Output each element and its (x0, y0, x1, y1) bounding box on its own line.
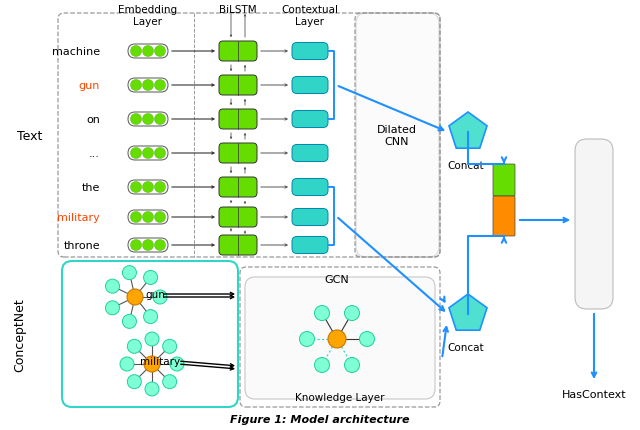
Circle shape (144, 356, 160, 372)
Text: Output Layer: Output Layer (589, 190, 599, 259)
FancyBboxPatch shape (219, 144, 257, 164)
FancyBboxPatch shape (128, 147, 168, 161)
Text: machine: machine (52, 47, 100, 57)
Text: BiLSTM: BiLSTM (219, 5, 257, 15)
Circle shape (145, 332, 159, 346)
Text: Knowledge Layer: Knowledge Layer (295, 392, 385, 402)
Circle shape (328, 330, 346, 348)
FancyBboxPatch shape (128, 79, 168, 93)
Circle shape (143, 310, 157, 324)
Text: gun: gun (145, 289, 165, 299)
Text: Embedding
Layer: Embedding Layer (118, 5, 177, 27)
Circle shape (153, 290, 167, 304)
Text: GCN: GCN (324, 274, 349, 284)
Circle shape (143, 240, 154, 251)
Circle shape (145, 382, 159, 396)
Text: Contextual
Layer: Contextual Layer (282, 5, 339, 27)
Circle shape (143, 212, 154, 223)
Circle shape (163, 340, 177, 353)
FancyBboxPatch shape (219, 42, 257, 62)
Circle shape (106, 280, 120, 293)
Circle shape (154, 80, 166, 91)
FancyBboxPatch shape (292, 43, 328, 60)
Text: on: on (86, 115, 100, 125)
Circle shape (163, 375, 177, 389)
FancyBboxPatch shape (128, 181, 168, 194)
FancyBboxPatch shape (292, 237, 328, 254)
Circle shape (170, 357, 184, 371)
Circle shape (131, 182, 141, 193)
Circle shape (143, 271, 157, 285)
Circle shape (122, 266, 136, 280)
Circle shape (300, 332, 314, 347)
Text: Concat: Concat (448, 342, 484, 352)
FancyBboxPatch shape (128, 239, 168, 252)
FancyBboxPatch shape (245, 277, 435, 399)
Circle shape (143, 46, 154, 57)
FancyBboxPatch shape (219, 178, 257, 197)
Text: HasContext: HasContext (562, 389, 627, 399)
Circle shape (127, 289, 143, 305)
Text: Concat: Concat (448, 161, 484, 171)
Text: ...: ... (89, 149, 100, 159)
FancyBboxPatch shape (356, 14, 439, 258)
Text: the: the (82, 183, 100, 193)
Text: military: military (140, 356, 180, 366)
Polygon shape (449, 294, 487, 330)
FancyBboxPatch shape (219, 76, 257, 96)
Circle shape (106, 301, 120, 315)
FancyBboxPatch shape (292, 111, 328, 128)
FancyBboxPatch shape (292, 145, 328, 162)
Circle shape (143, 182, 154, 193)
Text: gun: gun (79, 81, 100, 91)
Circle shape (360, 332, 374, 347)
FancyBboxPatch shape (292, 209, 328, 226)
FancyBboxPatch shape (128, 211, 168, 224)
Circle shape (120, 357, 134, 371)
Circle shape (131, 46, 141, 57)
FancyBboxPatch shape (575, 140, 613, 309)
Circle shape (314, 306, 330, 321)
FancyBboxPatch shape (292, 179, 328, 196)
Circle shape (154, 212, 166, 223)
Text: ConceptNet: ConceptNet (13, 298, 26, 371)
Text: Dilated
CNN: Dilated CNN (377, 125, 417, 147)
Circle shape (154, 182, 166, 193)
FancyBboxPatch shape (219, 236, 257, 255)
Circle shape (344, 306, 360, 321)
Text: throne: throne (63, 240, 100, 250)
Circle shape (127, 375, 141, 389)
FancyBboxPatch shape (493, 197, 515, 237)
FancyBboxPatch shape (128, 113, 168, 127)
Text: Figure 1: Model architecture: Figure 1: Model architecture (230, 414, 410, 424)
Circle shape (154, 148, 166, 159)
Circle shape (131, 240, 141, 251)
Circle shape (143, 80, 154, 91)
Circle shape (154, 114, 166, 125)
Circle shape (143, 114, 154, 125)
Circle shape (131, 212, 141, 223)
Circle shape (143, 148, 154, 159)
FancyBboxPatch shape (219, 110, 257, 130)
Circle shape (314, 358, 330, 373)
Circle shape (154, 240, 166, 251)
Circle shape (122, 315, 136, 329)
Text: military: military (57, 212, 100, 222)
Text: Text: Text (17, 129, 43, 142)
Circle shape (131, 114, 141, 125)
Circle shape (131, 148, 141, 159)
Circle shape (344, 358, 360, 373)
FancyBboxPatch shape (292, 77, 328, 94)
Circle shape (127, 340, 141, 353)
FancyBboxPatch shape (128, 45, 168, 59)
FancyBboxPatch shape (219, 208, 257, 227)
Polygon shape (449, 113, 487, 149)
FancyBboxPatch shape (493, 165, 515, 197)
Circle shape (154, 46, 166, 57)
Circle shape (131, 80, 141, 91)
